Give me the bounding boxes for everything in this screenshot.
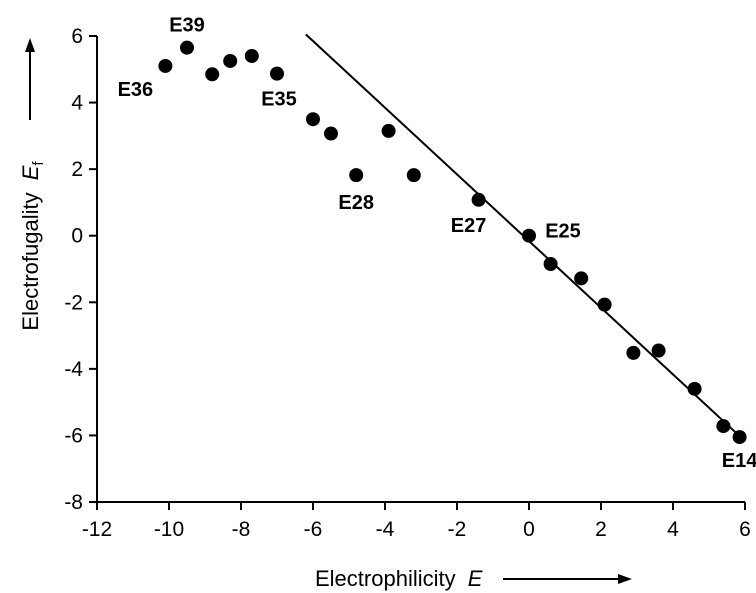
x-tick-label: 4 (667, 518, 679, 541)
data-point (270, 67, 284, 81)
data-point (716, 419, 730, 433)
x-tick-label: -10 (154, 518, 184, 541)
point-label: E27 (451, 215, 487, 237)
y-tick-label: 0 (71, 225, 83, 248)
y-tick-label: -6 (64, 424, 83, 447)
data-point (349, 168, 363, 182)
point-label: E14 (722, 450, 756, 472)
y-axis-ticks: -8 -6 -4 -2 0 2 4 6 (64, 25, 97, 514)
x-tick-label: -4 (376, 518, 395, 541)
y-tick-label: 2 (71, 158, 83, 181)
data-points (158, 41, 746, 444)
x-axis-ticks: -12 -10 -8 -6 -4 -2 0 2 4 6 (82, 502, 751, 541)
x-axis-title-text: Electrophilicity (315, 566, 456, 591)
data-point (626, 346, 640, 360)
data-point (544, 257, 558, 271)
axes (97, 36, 745, 502)
data-point (598, 298, 612, 312)
point-label: E28 (338, 192, 374, 214)
data-point (205, 67, 219, 81)
data-point (652, 344, 666, 358)
data-point (324, 127, 338, 141)
data-point (472, 193, 486, 207)
data-point (733, 430, 747, 444)
point-label: E35 (261, 89, 297, 111)
point-labels: E36 E39 E35 E28 E27 E25 E14 (118, 15, 756, 472)
y-tick-label: -4 (64, 358, 83, 381)
data-point (407, 168, 421, 182)
data-point (223, 54, 237, 68)
x-tick-label: -8 (232, 518, 251, 541)
point-label: E39 (169, 15, 205, 37)
y-axis-title-text: Electrofugality (18, 192, 43, 330)
point-label: E25 (545, 221, 581, 243)
x-tick-label: 0 (523, 518, 535, 541)
y-axis-title: Electrofugality Ef (18, 161, 47, 331)
data-point (382, 124, 396, 138)
x-tick-label: 2 (595, 518, 607, 541)
y-tick-label: -2 (64, 291, 83, 314)
y-axis-title-sub: f (30, 161, 47, 166)
x-tick-label: -2 (448, 518, 467, 541)
x-axis-arrow (503, 574, 632, 584)
x-tick-label: -12 (82, 518, 112, 541)
y-tick-label: 6 (71, 25, 83, 48)
y-tick-label: -8 (64, 491, 83, 514)
point-label: E36 (118, 79, 154, 101)
x-axis-title-var: E (468, 566, 483, 591)
data-point (574, 271, 588, 285)
data-point (522, 229, 536, 243)
y-axis-title-var: E (18, 165, 43, 180)
y-tick-label: 4 (71, 92, 83, 115)
data-point (688, 382, 702, 396)
data-point (180, 41, 194, 55)
x-tick-label: 6 (739, 518, 751, 541)
svg-text:Electrofugality Ef: Electrofugality Ef (18, 161, 47, 331)
data-point (245, 49, 259, 63)
y-axis-arrow (25, 38, 35, 120)
x-tick-label: -6 (304, 518, 323, 541)
data-point (306, 112, 320, 126)
x-axis-title: Electrophilicity E (315, 566, 483, 591)
data-point (158, 59, 172, 73)
